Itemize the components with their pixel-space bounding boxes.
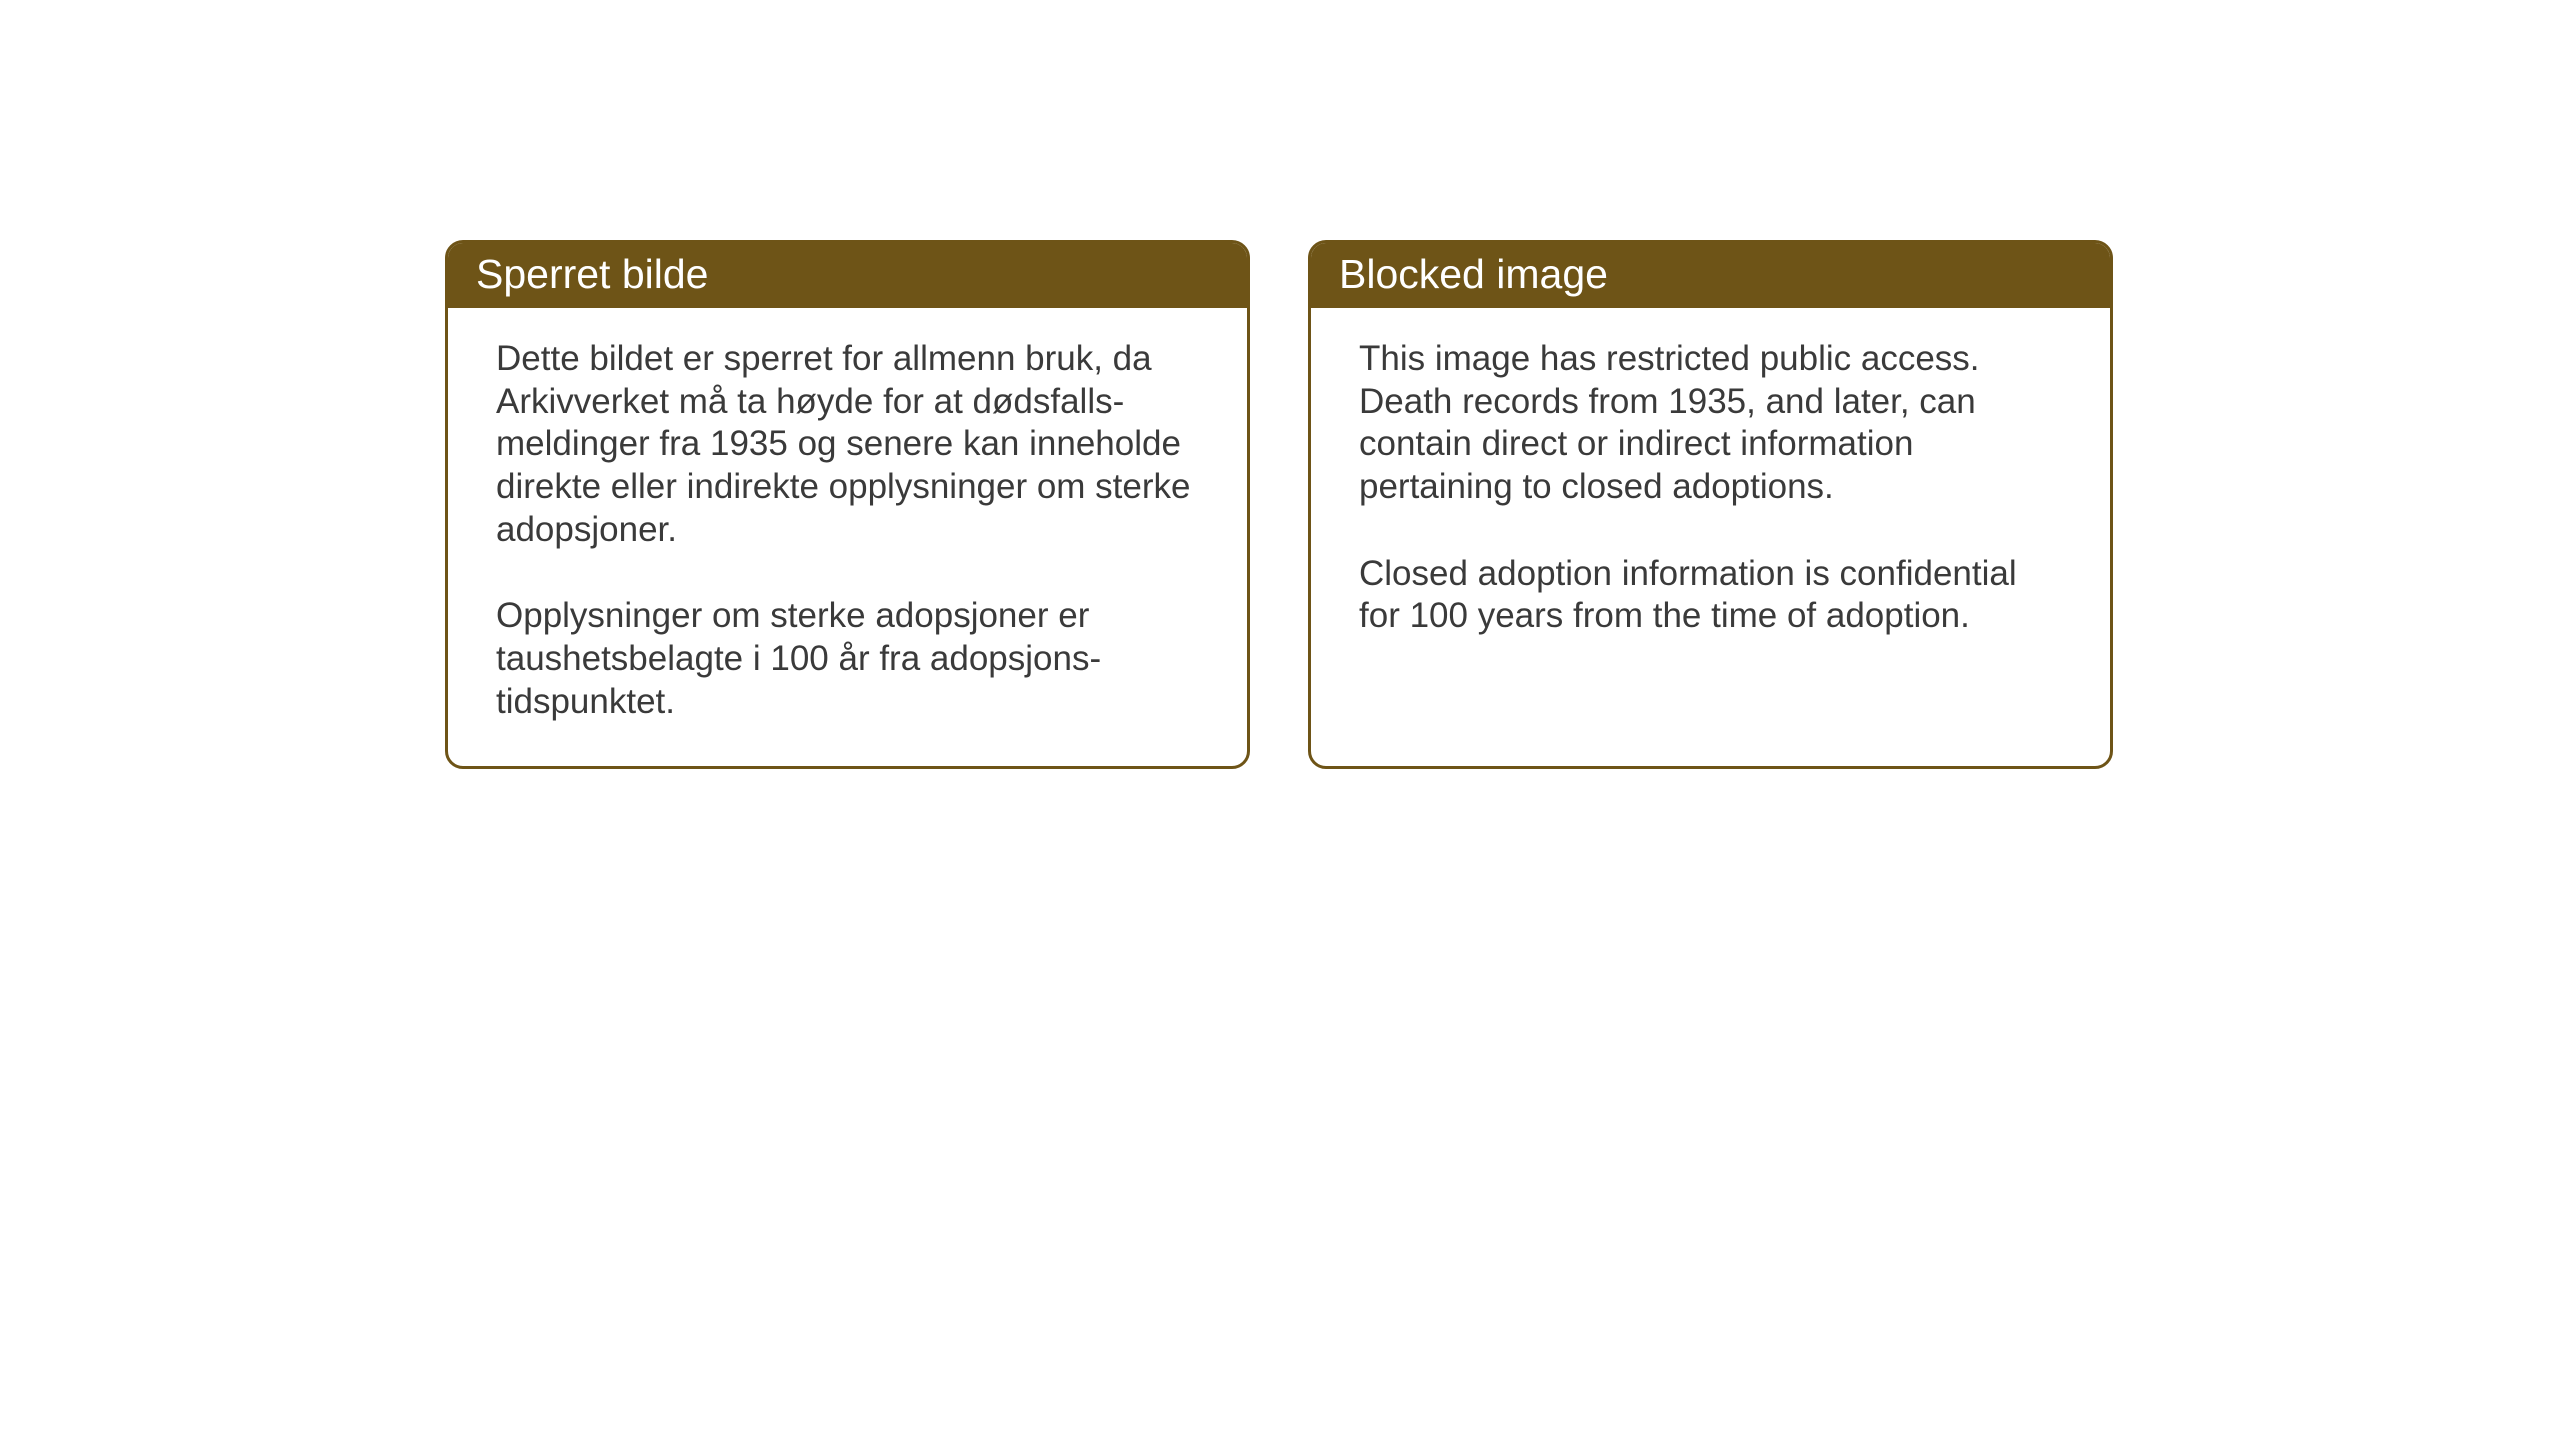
notice-body-norwegian: Dette bildet er sperret for allmenn bruk… xyxy=(448,308,1247,766)
notice-title-norwegian: Sperret bilde xyxy=(476,251,708,297)
notice-card-english: Blocked image This image has restricted … xyxy=(1308,240,2113,769)
notice-header-english: Blocked image xyxy=(1311,243,2110,308)
notice-paragraph-1-english: This image has restricted public access.… xyxy=(1359,338,2062,509)
notice-card-norwegian: Sperret bilde Dette bildet er sperret fo… xyxy=(445,240,1250,769)
notice-header-norwegian: Sperret bilde xyxy=(448,243,1247,308)
notice-container: Sperret bilde Dette bildet er sperret fo… xyxy=(445,240,2113,769)
notice-paragraph-1-norwegian: Dette bildet er sperret for allmenn bruk… xyxy=(496,338,1199,551)
notice-title-english: Blocked image xyxy=(1339,251,1608,297)
notice-paragraph-2-norwegian: Opplysninger om sterke adopsjoner er tau… xyxy=(496,595,1199,723)
notice-body-english: This image has restricted public access.… xyxy=(1311,308,2110,680)
notice-paragraph-2-english: Closed adoption information is confident… xyxy=(1359,553,2062,638)
